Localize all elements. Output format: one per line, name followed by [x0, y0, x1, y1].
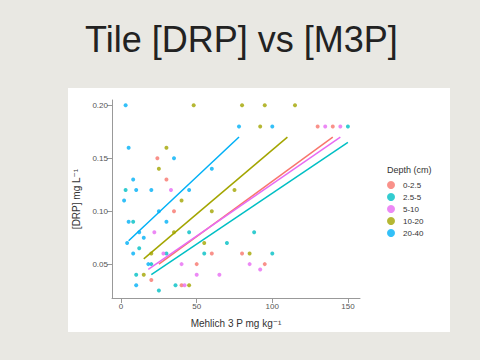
svg-text:0-2.5: 0-2.5 [403, 181, 422, 190]
svg-text:Depth (cm): Depth (cm) [387, 165, 432, 175]
svg-text:0.05: 0.05 [92, 260, 108, 269]
svg-text:50: 50 [192, 302, 201, 311]
svg-text:Tile [DRP] vs [M3P]: Tile [DRP] vs [M3P] [85, 19, 398, 60]
svg-text:[DRP] mg L⁻¹: [DRP] mg L⁻¹ [71, 168, 82, 229]
svg-text:100: 100 [266, 302, 280, 311]
svg-text:150: 150 [341, 302, 355, 311]
svg-text:Mehlich 3 P mg kg⁻¹: Mehlich 3 P mg kg⁻¹ [191, 318, 282, 329]
svg-text:0.15: 0.15 [92, 154, 108, 163]
svg-text:0: 0 [119, 302, 124, 311]
svg-text:2.5-5: 2.5-5 [403, 193, 422, 202]
svg-text:0.20: 0.20 [92, 101, 108, 110]
svg-text:0.10: 0.10 [92, 207, 108, 216]
svg-text:5-10: 5-10 [403, 205, 420, 214]
svg-text:20-40: 20-40 [403, 229, 424, 238]
svg-text:10-20: 10-20 [403, 217, 424, 226]
